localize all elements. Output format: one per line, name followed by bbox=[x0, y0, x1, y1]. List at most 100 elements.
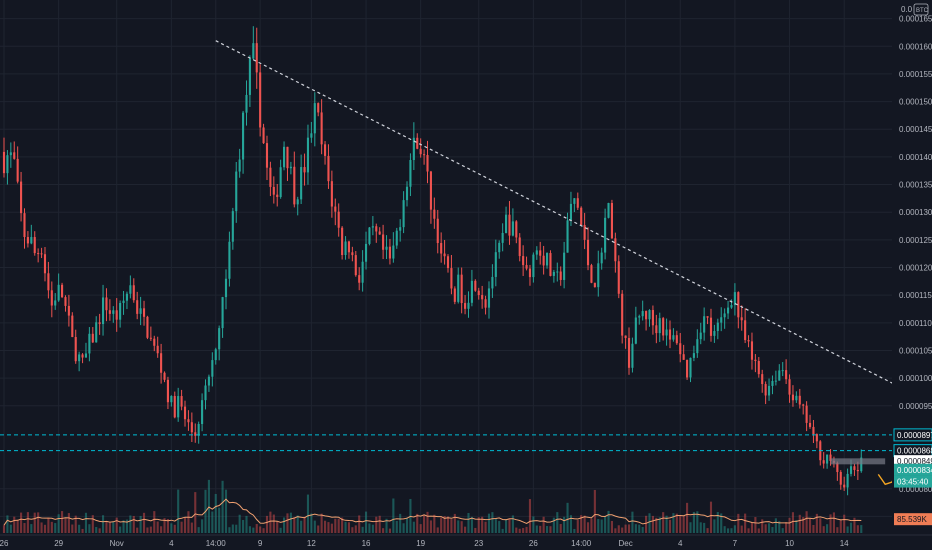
candle-body[interactable] bbox=[166, 379, 169, 403]
candle-body[interactable] bbox=[361, 261, 364, 283]
candle-body[interactable] bbox=[631, 343, 634, 368]
candle-body[interactable] bbox=[614, 238, 617, 262]
candle-body[interactable] bbox=[88, 333, 91, 354]
candle-body[interactable] bbox=[515, 221, 518, 238]
candle-body[interactable] bbox=[40, 253, 43, 255]
candle-body[interactable] bbox=[289, 166, 292, 169]
candle-body[interactable] bbox=[286, 146, 289, 169]
candle-body[interactable] bbox=[610, 203, 613, 239]
candle-body[interactable] bbox=[163, 372, 166, 380]
candle-body[interactable] bbox=[64, 297, 67, 306]
candle-body[interactable] bbox=[409, 160, 412, 187]
candle-body[interactable] bbox=[443, 253, 446, 257]
candle-body[interactable] bbox=[706, 316, 709, 318]
candle-body[interactable] bbox=[720, 317, 723, 323]
candle-body[interactable] bbox=[580, 207, 583, 226]
candle-body[interactable] bbox=[655, 325, 658, 334]
candle-body[interactable] bbox=[586, 239, 590, 266]
candle-body[interactable] bbox=[501, 232, 504, 243]
candle-body[interactable] bbox=[320, 112, 323, 145]
candle-body[interactable] bbox=[382, 234, 385, 250]
candle-body[interactable] bbox=[703, 316, 706, 333]
candle-body[interactable] bbox=[337, 211, 340, 228]
candle-body[interactable] bbox=[808, 422, 812, 427]
candle-body[interactable] bbox=[255, 43, 258, 73]
candle-body[interactable] bbox=[231, 211, 234, 242]
candle-body[interactable] bbox=[153, 338, 156, 346]
candle-body[interactable] bbox=[399, 227, 402, 231]
candlestick-series[interactable] bbox=[2, 26, 863, 496]
candle-body[interactable] bbox=[433, 209, 436, 219]
candle-body[interactable] bbox=[597, 263, 600, 288]
candle-body[interactable] bbox=[142, 308, 146, 317]
candle-body[interactable] bbox=[279, 167, 282, 197]
candle-body[interactable] bbox=[727, 307, 730, 314]
candle-body[interactable] bbox=[658, 318, 661, 334]
candle-body[interactable] bbox=[474, 280, 477, 291]
candle-body[interactable] bbox=[675, 335, 678, 344]
candle-body[interactable] bbox=[440, 243, 443, 254]
candle-body[interactable] bbox=[187, 419, 190, 423]
candle-body[interactable] bbox=[846, 473, 849, 488]
candle-body[interactable] bbox=[81, 354, 84, 358]
candle-body[interactable] bbox=[583, 225, 586, 240]
candle-body[interactable] bbox=[604, 217, 607, 253]
candle-body[interactable] bbox=[641, 311, 644, 317]
candle-body[interactable] bbox=[30, 237, 33, 244]
candle-body[interactable] bbox=[723, 313, 726, 318]
candle-body[interactable] bbox=[13, 152, 16, 159]
candle-body[interactable] bbox=[190, 422, 193, 433]
candle-body[interactable] bbox=[242, 112, 245, 160]
candle-body[interactable] bbox=[392, 245, 395, 259]
candle-body[interactable] bbox=[860, 457, 863, 472]
candle-body[interactable] bbox=[634, 317, 637, 344]
candle-body[interactable] bbox=[566, 220, 569, 253]
candle-body[interactable] bbox=[815, 434, 818, 442]
candle-body[interactable] bbox=[556, 271, 559, 273]
candle-body[interactable] bbox=[276, 194, 279, 197]
candle-body[interactable] bbox=[98, 322, 101, 325]
candle-body[interactable] bbox=[535, 250, 538, 255]
candle-body[interactable] bbox=[426, 155, 429, 172]
candle-body[interactable] bbox=[368, 227, 371, 244]
candle-body[interactable] bbox=[788, 379, 791, 395]
candle-body[interactable] bbox=[23, 213, 26, 238]
candle-body[interactable] bbox=[423, 154, 426, 156]
candle-body[interactable] bbox=[334, 206, 337, 212]
candle-body[interactable] bbox=[265, 143, 269, 168]
candle-body[interactable] bbox=[347, 241, 351, 253]
candle-body[interactable] bbox=[37, 253, 40, 255]
candle-body[interactable] bbox=[262, 127, 265, 144]
candle-body[interactable] bbox=[457, 274, 460, 302]
candle-body[interactable] bbox=[494, 252, 497, 277]
candle-body[interactable] bbox=[204, 385, 207, 401]
candle-body[interactable] bbox=[67, 305, 70, 316]
candle-body[interactable] bbox=[112, 310, 115, 314]
candle-body[interactable] bbox=[364, 243, 368, 262]
candle-body[interactable] bbox=[296, 199, 299, 205]
candle-body[interactable] bbox=[105, 297, 108, 311]
candle-body[interactable] bbox=[484, 299, 487, 308]
candle-body[interactable] bbox=[245, 94, 248, 113]
candle-body[interactable] bbox=[795, 395, 798, 401]
candle-body[interactable] bbox=[50, 290, 53, 306]
candle-body[interactable] bbox=[781, 370, 784, 372]
candle-body[interactable] bbox=[405, 186, 409, 201]
candle-body[interactable] bbox=[638, 316, 641, 318]
candle-body[interactable] bbox=[532, 254, 535, 278]
candle-body[interactable] bbox=[481, 295, 484, 300]
candle-body[interactable] bbox=[672, 335, 675, 340]
candle-body[interactable] bbox=[508, 214, 511, 236]
candle-body[interactable] bbox=[627, 338, 631, 368]
candle-body[interactable] bbox=[648, 310, 651, 320]
candle-body[interactable] bbox=[617, 261, 620, 294]
candle-body[interactable] bbox=[115, 310, 118, 320]
candle-body[interactable] bbox=[283, 146, 286, 168]
candle-body[interactable] bbox=[323, 144, 327, 156]
candle-body[interactable] bbox=[170, 396, 173, 403]
candle-body[interactable] bbox=[57, 284, 60, 301]
candle-body[interactable] bbox=[351, 252, 354, 256]
candle-body[interactable] bbox=[436, 218, 439, 244]
candle-body[interactable] bbox=[822, 460, 825, 464]
